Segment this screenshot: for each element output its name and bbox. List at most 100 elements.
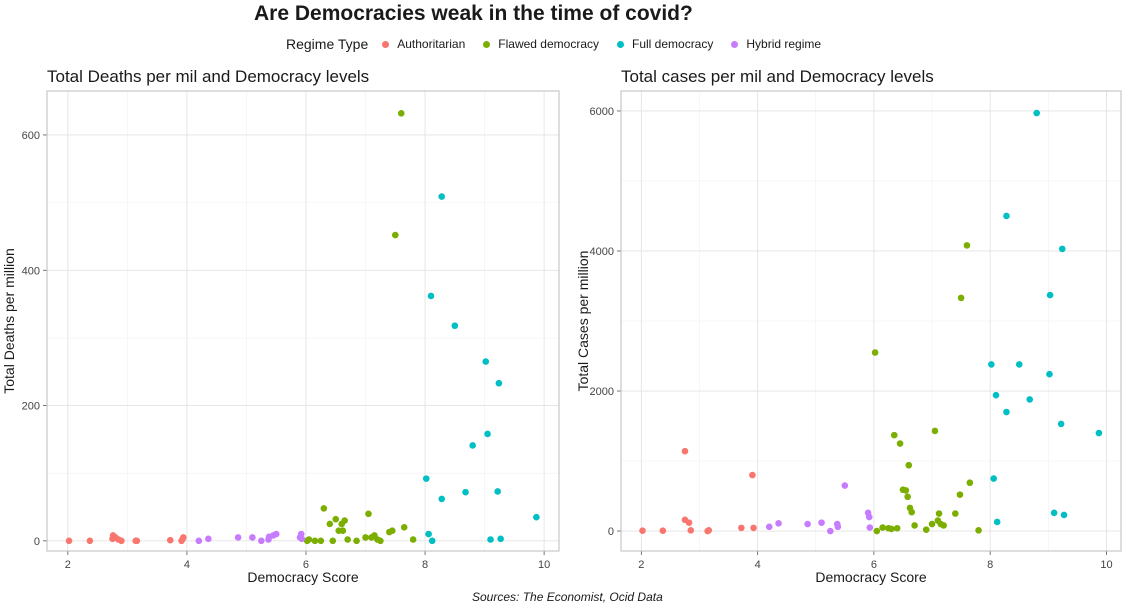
point-hybrid-regime — [865, 513, 873, 521]
y-tick-label: 400 — [22, 265, 40, 277]
point-full-democracy — [1058, 245, 1066, 253]
legend-item-authoritarian: Authoritarian — [382, 37, 465, 51]
point-flawed-democracy — [873, 527, 881, 535]
point-full-democracy — [482, 358, 490, 365]
point-flawed-democracy — [305, 536, 313, 543]
point-authoritarian — [65, 537, 73, 545]
point-flawed-democracy — [935, 510, 943, 517]
point-flawed-democracy — [931, 427, 939, 435]
point-flawed-democracy — [329, 537, 337, 545]
point-hybrid-regime — [834, 523, 842, 531]
point-full-democracy — [1050, 509, 1058, 517]
point-flawed-democracy — [966, 479, 974, 487]
point-full-democracy — [533, 513, 540, 521]
point-authoritarian — [166, 536, 174, 544]
legend-swatch — [731, 40, 739, 48]
x-tick-label: 2 — [638, 559, 644, 571]
point-flawed-democracy — [320, 505, 328, 512]
main-title: Are Democracies weak in the time of covi… — [254, 2, 693, 25]
point-full-democracy — [469, 442, 476, 449]
point-flawed-democracy — [952, 510, 959, 517]
point-authoritarian — [705, 527, 713, 534]
point-flawed-democracy — [928, 520, 936, 528]
point-flawed-democracy — [409, 536, 417, 543]
point-flawed-democracy — [389, 527, 396, 535]
x-tick-label: 6 — [871, 559, 877, 571]
point-full-democracy — [992, 391, 1000, 399]
x-axis-label: Democracy Score — [247, 569, 358, 585]
point-full-democracy — [1003, 408, 1010, 416]
point-full-democracy — [1003, 212, 1010, 220]
point-full-democracy — [1060, 511, 1068, 519]
point-flawed-democracy — [339, 527, 347, 535]
point-hybrid-regime — [234, 534, 242, 541]
point-hybrid-regime — [195, 537, 203, 545]
point-hybrid-regime — [298, 535, 306, 543]
point-hybrid-regime — [775, 520, 782, 527]
point-full-democracy — [1026, 396, 1034, 403]
legend-swatch — [382, 40, 390, 48]
point-authoritarian — [639, 527, 646, 534]
point-flawed-democracy — [317, 537, 325, 545]
point-hybrid-regime — [258, 537, 265, 545]
point-full-democracy — [1046, 370, 1053, 378]
x-tick-label: 2 — [65, 559, 71, 571]
point-flawed-democracy — [896, 440, 904, 447]
point-flawed-democracy — [326, 520, 334, 528]
point-full-democracy — [1033, 109, 1040, 117]
point-full-democracy — [1046, 291, 1054, 299]
point-hybrid-regime — [765, 523, 773, 531]
panel-border — [620, 90, 1122, 552]
point-flawed-democracy — [879, 524, 886, 531]
point-flawed-democracy — [902, 487, 910, 494]
point-full-democracy — [495, 379, 503, 387]
point-flawed-democracy — [400, 524, 408, 531]
point-flawed-democracy — [940, 522, 947, 529]
point-flawed-democracy — [344, 536, 351, 543]
point-full-democracy — [1057, 420, 1065, 428]
point-authoritarian — [180, 534, 187, 541]
x-tick-label: 10 — [538, 559, 550, 571]
point-flawed-democracy — [871, 349, 879, 356]
point-full-democracy — [438, 193, 446, 200]
point-authoritarian — [685, 519, 693, 526]
point-authoritarian — [681, 447, 689, 455]
legend-title: Regime Type — [286, 36, 369, 52]
legend-item-flawed-democracy: Flawed democracy — [483, 37, 599, 51]
panel-border — [46, 90, 560, 552]
legend-label: Hybrid regime — [746, 37, 822, 51]
point-full-democracy — [988, 361, 995, 368]
point-hybrid-regime — [804, 520, 811, 528]
y-tick-label: 4000 — [590, 246, 614, 258]
point-hybrid-regime — [272, 530, 280, 538]
y-axis-label: Total Cases per million — [575, 251, 591, 392]
x-tick-label: 10 — [1100, 559, 1112, 571]
point-full-democracy — [425, 530, 432, 538]
point-authoritarian — [750, 524, 757, 532]
point-full-democracy — [451, 322, 459, 330]
legend-swatch — [483, 40, 491, 48]
point-authoritarian — [687, 527, 695, 534]
cases-panel-title: Total cases per mil and Democracy levels — [621, 67, 934, 86]
y-tick-label: 600 — [22, 130, 40, 142]
deaths-panel-title: Total Deaths per mil and Democracy level… — [47, 67, 370, 86]
source-note: Sources: The Economist, Ocid Data — [472, 590, 663, 604]
x-axis-label: Democracy Score — [815, 569, 926, 585]
point-flawed-democracy — [365, 510, 372, 518]
point-flawed-democracy — [362, 534, 369, 541]
point-flawed-democracy — [888, 525, 895, 533]
point-flawed-democracy — [956, 491, 964, 498]
x-tick-label: 4 — [755, 559, 761, 571]
point-full-democracy — [1095, 429, 1103, 437]
legend-item-full-democracy: Full democracy — [617, 37, 713, 51]
point-flawed-democracy — [353, 537, 360, 545]
legend-swatch — [617, 40, 624, 48]
point-flawed-democracy — [904, 493, 911, 501]
point-hybrid-regime — [841, 482, 849, 489]
point-hybrid-regime — [249, 534, 256, 541]
legend-label: Flawed democracy — [498, 37, 599, 51]
point-flawed-democracy — [893, 524, 901, 532]
point-flawed-democracy — [332, 515, 340, 523]
legend-label: Full democracy — [632, 37, 714, 51]
